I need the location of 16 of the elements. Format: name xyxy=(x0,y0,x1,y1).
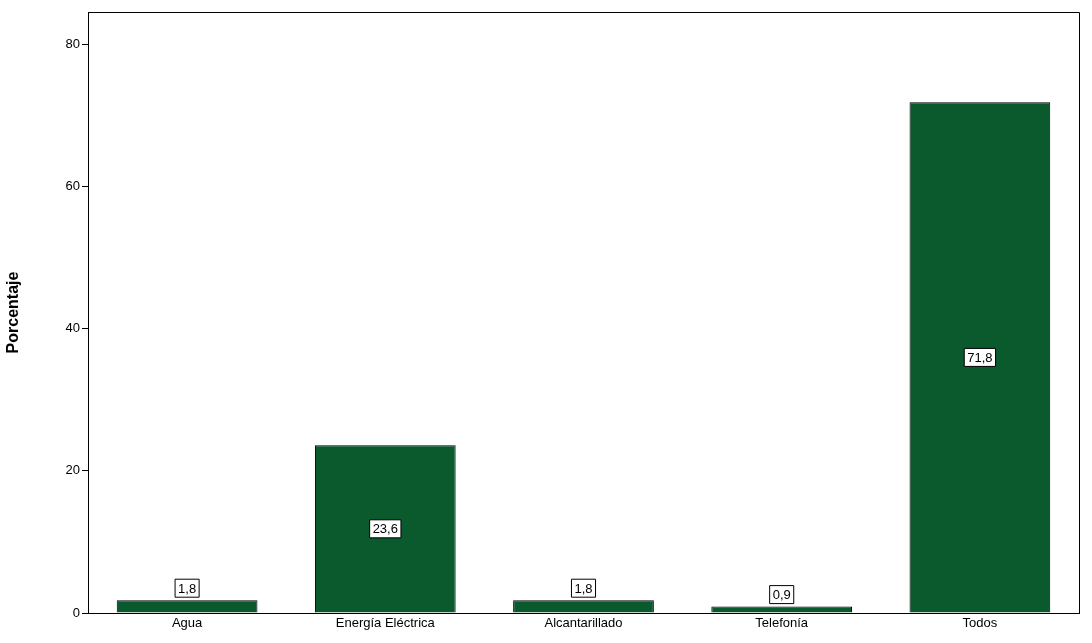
y-tick-label: 40 xyxy=(65,320,80,336)
data-label: 0,9 xyxy=(772,587,791,603)
data-label: 23,6 xyxy=(372,521,398,537)
data-label: 1,8 xyxy=(574,580,593,596)
data-label: 1,8 xyxy=(178,580,197,596)
x-tick-label: Agua xyxy=(171,615,204,631)
y-tick-label: 0 xyxy=(72,604,80,620)
y-tick-label: 80 xyxy=(65,35,80,51)
y-tick-label: 60 xyxy=(65,177,80,193)
data-label: 71,8 xyxy=(967,349,993,365)
x-tick-label: Todos xyxy=(962,615,998,631)
x-tick-label: Energía Eléctrica xyxy=(335,615,436,631)
x-tick-label: Telefonía xyxy=(755,615,809,631)
y-tick-label: 20 xyxy=(65,462,80,478)
x-tick-label: Alcantarillado xyxy=(544,615,623,631)
y-axis-title: Porcentaje xyxy=(4,271,22,354)
